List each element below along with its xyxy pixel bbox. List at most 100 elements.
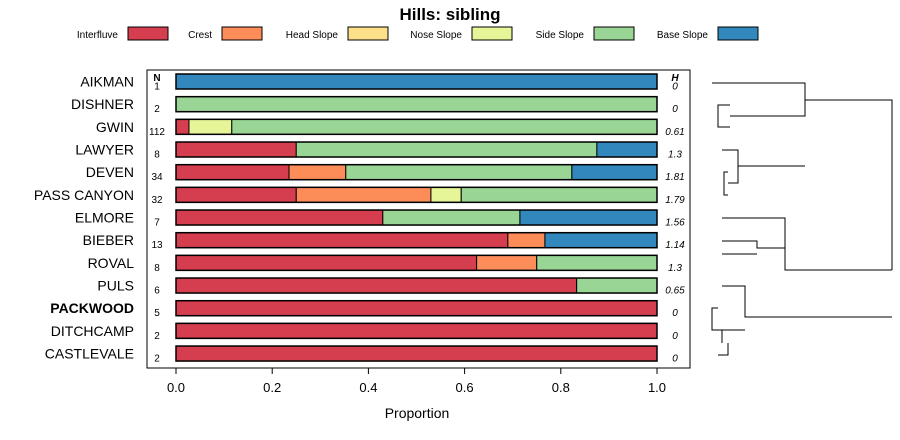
n-value: 1 (154, 82, 160, 93)
n-value: 8 (154, 263, 160, 274)
dendrogram-branch (723, 171, 728, 196)
bar-segment-interfluve (175, 186, 297, 203)
bar-outline (175, 231, 658, 249)
legend-label-interfluve: Interfluve (77, 30, 119, 41)
h-value: 0 (672, 308, 678, 319)
h-value: 0 (672, 331, 678, 342)
bar-segment-interfluve (175, 300, 658, 317)
dendrogram-branch (712, 82, 806, 117)
dendrogram-branch (711, 307, 722, 331)
legend-swatch-crest (221, 26, 263, 41)
bar-segment-side-slope (295, 141, 598, 158)
h-value: 0.65 (665, 286, 685, 297)
category-label: DITCHCAMP (51, 323, 134, 339)
bar-outline (175, 299, 658, 317)
n-value: 2 (154, 104, 160, 115)
legend-label-base-slope: Base Slope (657, 30, 709, 41)
h-value: 1.56 (665, 218, 685, 229)
bar-segment-side-slope (576, 277, 658, 294)
legend: Interfluve Crest Head Slope Nose Slope Side … (77, 26, 759, 41)
legend-label-head-slope: Head Slope (286, 30, 339, 41)
n-value: 32 (151, 195, 163, 206)
legend-label-nose-slope: Nose Slope (410, 30, 462, 41)
n-value: 2 (154, 331, 160, 342)
category-label: BIEBER (83, 232, 134, 248)
x-tick-label: 1.0 (648, 380, 666, 395)
n-value: 34 (151, 172, 163, 183)
bar-segment-crest (288, 164, 347, 181)
bar-outline (175, 141, 658, 158)
legend-swatch-nose-slope (471, 26, 513, 41)
category-label: DISHNER (71, 96, 134, 112)
dendrogram-branch (721, 329, 745, 343)
legend-label-side-slope: Side Slope (536, 30, 585, 41)
bar-outline (175, 254, 658, 272)
dendrogram (711, 82, 893, 356)
bar-outline (175, 277, 658, 294)
bar-outline (175, 73, 658, 90)
category-label: CASTLEVALE (45, 346, 134, 362)
category-label: LAWYER (75, 142, 134, 158)
bar-segment-crest (507, 232, 546, 249)
bar-segment-base-slope (519, 209, 658, 226)
bar-segment-nose-slope (188, 118, 233, 135)
bar-segment-base-slope (596, 141, 658, 158)
bar-segment-base-slope (571, 164, 658, 181)
category-label: PASS CANYON (34, 187, 134, 203)
bar-outline (175, 345, 658, 362)
n-value: 7 (154, 218, 160, 229)
x-tick-label: 0.0 (167, 380, 185, 395)
h-column-header: H (671, 73, 679, 84)
x-tick-label: 0.8 (552, 380, 570, 395)
chart-title: Hills: sibling (399, 5, 500, 24)
category-label: PACKWOOD (50, 300, 134, 316)
legend-swatch-interfluve (127, 26, 169, 41)
bar-segment-side-slope (536, 254, 658, 271)
category-label: GWIN (96, 119, 134, 135)
n-value: 13 (151, 240, 163, 251)
dendrogram-branch (722, 240, 785, 249)
h-value: 1.3 (668, 263, 682, 274)
dendrogram-branch (718, 343, 729, 356)
bar-outline (175, 163, 658, 181)
legend-label-crest: Crest (188, 30, 212, 41)
bar-segment-interfluve (175, 209, 384, 226)
n-column-header: N (153, 73, 160, 84)
h-value: 1.81 (665, 172, 684, 183)
n-value: 112 (149, 127, 165, 138)
dendrogram-branch (722, 217, 892, 271)
bar-segment-base-slope (175, 73, 658, 90)
legend-swatch-base-slope (717, 26, 759, 41)
bar-segment-side-slope (175, 96, 658, 113)
h-value: 1.14 (665, 240, 685, 251)
h-value: 1.79 (665, 195, 685, 206)
h-value: 0 (672, 354, 678, 365)
bar-segment-crest (295, 186, 432, 203)
category-label: ROVAL (88, 255, 135, 271)
h-value: 1.3 (668, 150, 682, 161)
bar-segment-side-slope (382, 209, 521, 226)
bar-segment-interfluve (175, 345, 658, 362)
bar-segment-side-slope (345, 164, 573, 181)
bar-segment-base-slope (544, 232, 658, 249)
bar-segment-nose-slope (430, 186, 462, 203)
dendrogram-branch (805, 99, 893, 270)
plot-frame (146, 69, 691, 369)
x-tick-label: 0.6 (456, 380, 474, 395)
bar-segment-interfluve (175, 322, 658, 339)
bar-segment-interfluve (175, 141, 297, 158)
bar-outline (175, 95, 658, 113)
bar-segment-interfluve (175, 254, 478, 271)
bar-area: AIKMAN 1 0 DISHNER 2 0 GWIN 112 0.61 LAWYER 8 1.3 DE… (34, 73, 685, 365)
bar-outline (175, 118, 658, 136)
x-axis: 0.0 0.2 0.4 0.6 0.8 1.0 (167, 368, 666, 395)
category-label: DEVEN (86, 164, 134, 180)
x-tick-label: 0.2 (263, 380, 281, 395)
bar-segment-crest (476, 254, 538, 271)
category-label: PULS (97, 278, 134, 294)
x-tick-label: 0.4 (359, 380, 377, 395)
n-value: 2 (154, 354, 160, 365)
x-axis-title: Proportion (385, 405, 450, 421)
bar-outline (175, 209, 658, 226)
